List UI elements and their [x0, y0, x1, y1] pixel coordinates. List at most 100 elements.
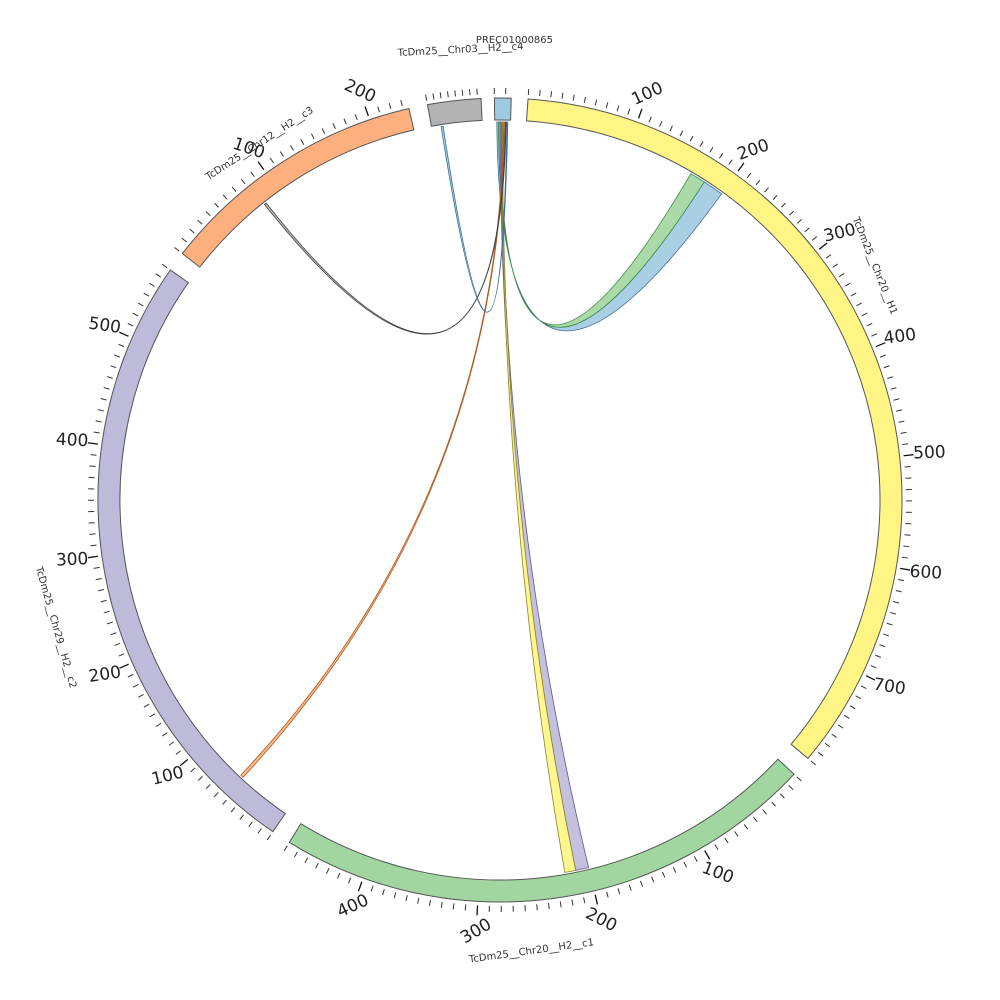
major-tick	[875, 342, 886, 348]
minor-tick	[230, 807, 236, 813]
minor-tick	[205, 784, 211, 790]
minor-tick	[699, 141, 704, 147]
minor-tick	[461, 89, 464, 96]
minor-tick	[382, 889, 385, 896]
segment-label-c2: TcDm25__Chr29__H2__c2	[32, 564, 78, 689]
minor-tick	[100, 599, 107, 603]
minor-tick	[837, 724, 844, 729]
minor-tick	[197, 219, 203, 225]
minor-tick	[772, 194, 778, 200]
minor-tick	[866, 322, 873, 327]
minor-tick	[728, 159, 733, 165]
minor-tick	[889, 611, 897, 615]
minor-tick	[162, 732, 168, 737]
major-tick	[818, 242, 828, 250]
tick-label: 300	[457, 915, 495, 949]
major-tick	[357, 881, 363, 892]
ticks-layer	[87, 88, 914, 916]
major-tick	[903, 454, 914, 457]
minor-tick	[855, 695, 862, 700]
minor-tick	[290, 145, 294, 151]
minor-tick	[114, 354, 121, 358]
minor-tick	[651, 876, 655, 883]
minor-tick	[550, 91, 553, 98]
minor-tick	[304, 857, 309, 864]
minor-tick	[796, 218, 802, 224]
minor-tick	[197, 775, 203, 781]
minor-tick	[279, 151, 284, 157]
minor-tick	[781, 202, 786, 208]
minor-tick	[205, 211, 211, 217]
minor-tick	[213, 792, 219, 798]
tick-label: 400	[883, 325, 918, 349]
minor-tick	[97, 409, 104, 412]
minor-tick	[856, 302, 863, 307]
minor-tick	[904, 534, 911, 536]
minor-tick	[893, 398, 900, 401]
minor-tick	[539, 89, 541, 96]
minor-tick	[400, 99, 403, 107]
minor-tick	[393, 892, 397, 899]
major-tick	[594, 894, 599, 905]
minor-tick	[662, 871, 666, 878]
minor-tick	[214, 202, 219, 208]
link-c1	[501, 121, 577, 873]
minor-tick	[640, 880, 644, 887]
minor-tick	[248, 821, 253, 827]
major-tick	[364, 106, 369, 117]
tick-label: 500	[87, 314, 122, 338]
minor-tick	[762, 809, 767, 815]
segment-chr03	[426, 97, 483, 127]
minor-tick	[354, 114, 358, 121]
tick-label: 200	[341, 75, 379, 107]
tick-label: 500	[913, 442, 946, 463]
major-tick	[637, 108, 643, 119]
minor-tick	[90, 454, 97, 456]
minor-tick	[714, 844, 719, 850]
minor-tick	[886, 622, 893, 626]
tick-label: 700	[872, 675, 907, 700]
link-c3	[263, 121, 507, 335]
minor-tick	[294, 851, 298, 858]
minor-tick	[432, 93, 435, 100]
minor-tick	[388, 103, 392, 110]
minor-tick	[796, 776, 802, 782]
segment-H1	[525, 98, 903, 760]
minor-tick	[110, 365, 117, 369]
minor-tick	[138, 693, 144, 698]
minor-tick	[332, 123, 336, 130]
minor-tick	[900, 431, 907, 434]
minor-tick	[764, 187, 769, 193]
minor-tick	[90, 544, 97, 547]
minor-tick	[89, 533, 96, 535]
tick-label: 400	[55, 430, 88, 452]
major-tick	[865, 675, 876, 681]
minor-tick	[693, 856, 698, 862]
link-chr03	[440, 121, 509, 313]
minor-tick	[605, 102, 609, 109]
segment-c3	[181, 107, 415, 268]
link-c1	[499, 121, 590, 871]
minor-tick	[103, 610, 110, 614]
minor-tick	[417, 897, 420, 904]
minor-tick	[132, 312, 139, 317]
tick-label: 200	[87, 662, 122, 686]
minor-tick	[143, 292, 150, 297]
major-tick	[476, 905, 479, 916]
minor-tick	[583, 96, 586, 103]
minor-tick	[106, 376, 113, 379]
segment-label-c1: TcDm25__Chr20__H2__c1	[467, 937, 594, 966]
minor-tick	[283, 845, 288, 852]
link-c2	[240, 121, 505, 778]
minor-tick	[95, 420, 102, 423]
minor-tick	[106, 621, 113, 625]
minor-tick	[824, 742, 831, 748]
minor-tick	[879, 644, 886, 648]
minor-tick	[844, 282, 851, 287]
minor-tick	[648, 116, 652, 123]
minor-tick	[779, 793, 785, 799]
minor-tick	[606, 891, 609, 898]
minor-tick	[669, 125, 673, 132]
major-tick	[900, 567, 911, 571]
